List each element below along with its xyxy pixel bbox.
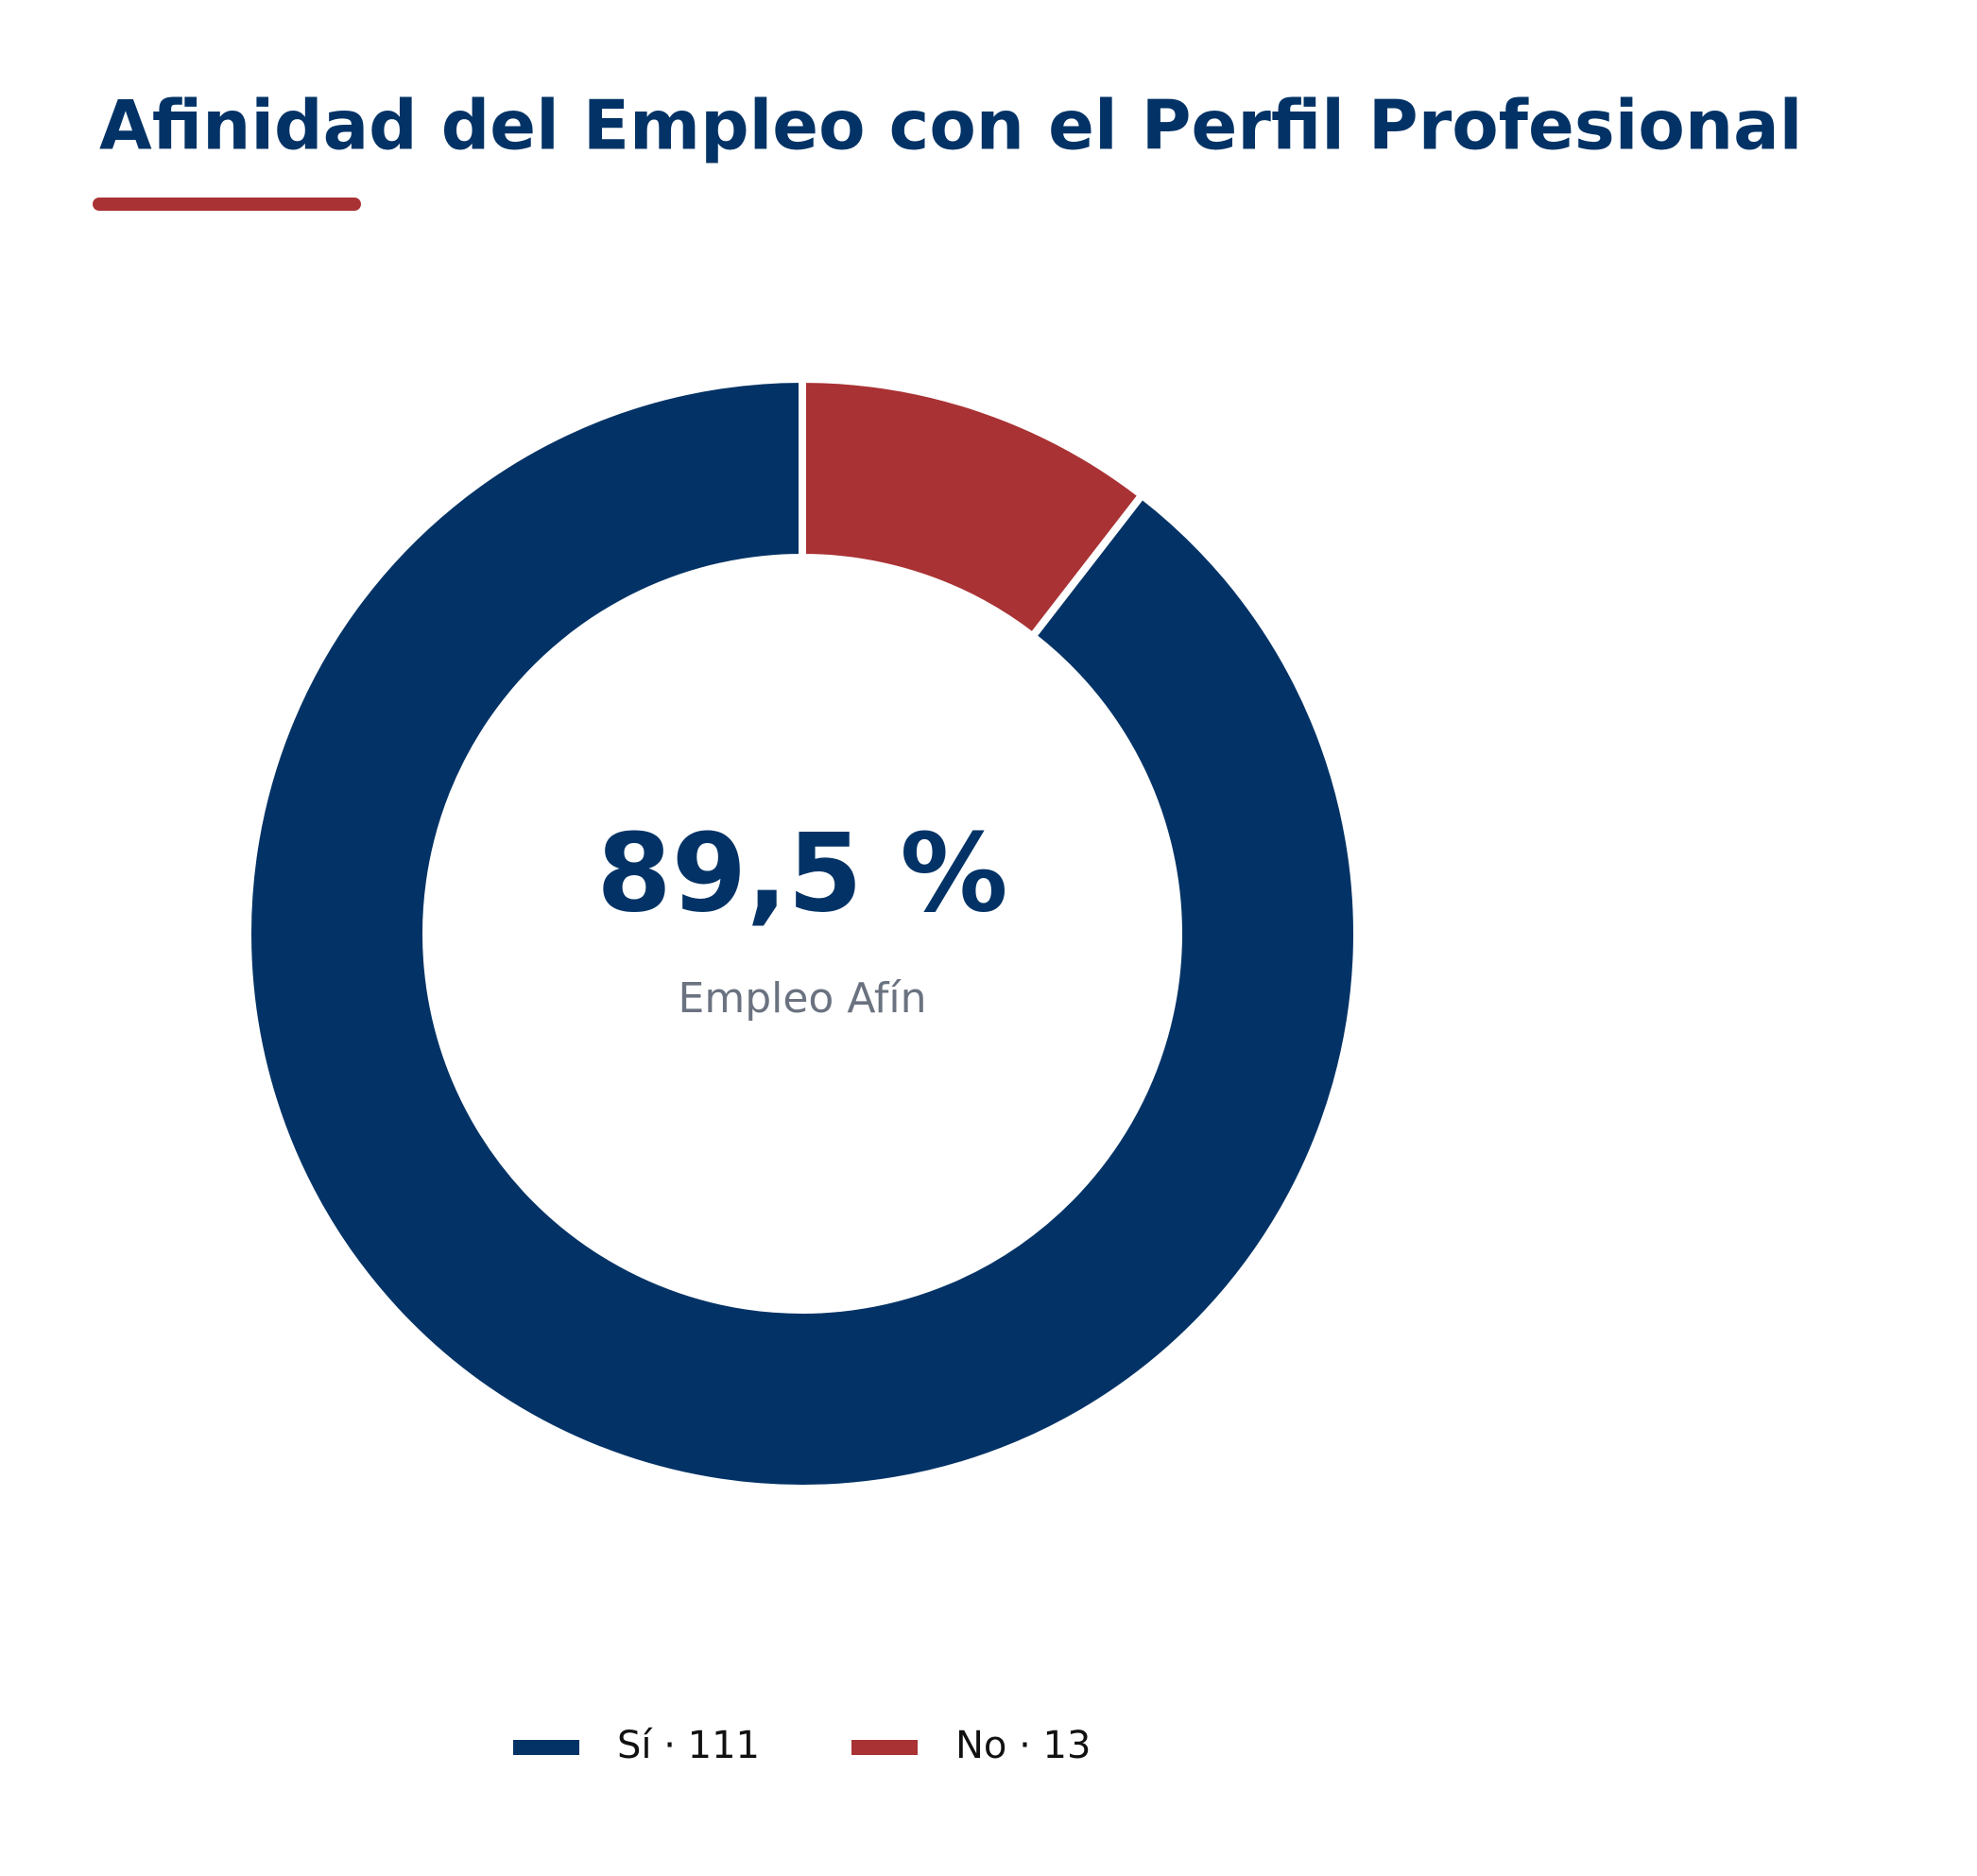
legend-swatch (513, 1740, 579, 1755)
legend-swatch (851, 1740, 918, 1755)
center-sublabel: Empleo Afín (679, 974, 927, 1023)
donut-segment (799, 374, 1147, 642)
center-label: 89,5 % (596, 810, 1007, 936)
legend-label: No · 13 (955, 1724, 1091, 1767)
legend-label: Sí · 111 (617, 1724, 760, 1767)
chart-title: Afinidad del Empleo con el Perfil Profes… (99, 86, 1802, 165)
donut-segment (244, 374, 1361, 1492)
